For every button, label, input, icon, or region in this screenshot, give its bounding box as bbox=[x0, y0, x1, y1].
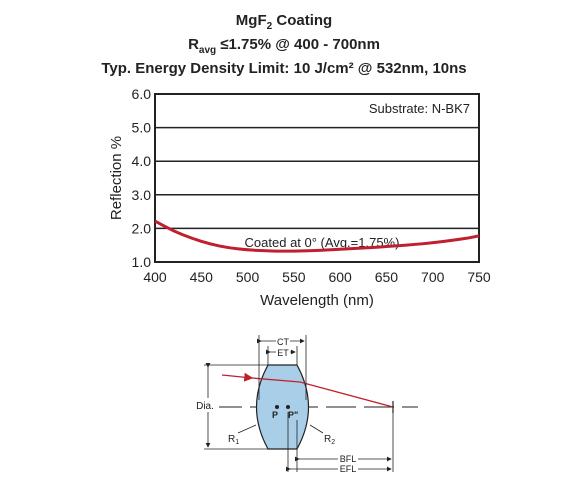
principal-point-p bbox=[275, 405, 279, 409]
et-label: ET bbox=[277, 348, 289, 358]
dia-label: Dia. bbox=[196, 401, 214, 412]
light-ray-through bbox=[251, 377, 301, 383]
light-ray-out bbox=[299, 381, 394, 408]
r2-label: R2 bbox=[324, 434, 335, 446]
x-tick-label: 700 bbox=[421, 269, 445, 285]
y-tick-label: 2.0 bbox=[132, 220, 152, 236]
x-tick-label: 400 bbox=[143, 269, 167, 285]
y-tick-labels: 6.0 5.0 4.0 3.0 2.0 1.0 bbox=[132, 86, 152, 270]
y-tick-label: 5.0 bbox=[132, 120, 152, 136]
y-axis-label: Reflection % bbox=[108, 136, 125, 220]
grid-layer bbox=[155, 126, 479, 230]
r1-label: R1 bbox=[228, 434, 239, 446]
curve-annotation: Coated at 0° (Avg.=1.75%) bbox=[245, 235, 400, 250]
ct-label: CT bbox=[277, 337, 289, 347]
chart-title-line-3: Typ. Energy Density Limit: 10 J/cm² @ 53… bbox=[101, 60, 467, 77]
x-tick-label: 750 bbox=[467, 269, 491, 285]
light-ray-in bbox=[221, 372, 254, 382]
bfl-label: BFL bbox=[340, 454, 357, 464]
et-label-bg bbox=[276, 347, 290, 358]
principal-point-p-prime bbox=[286, 405, 290, 409]
chart-title-line-2: Ravg ≤1.75% @ 400 - 700nm bbox=[188, 36, 380, 56]
x-axis-label: Wavelength (nm) bbox=[260, 292, 374, 309]
x-tick-label: 500 bbox=[236, 269, 260, 285]
efl-label: EFL bbox=[340, 464, 357, 474]
biconvex-lens bbox=[255, 364, 310, 450]
x-tick-label: 650 bbox=[375, 269, 399, 285]
plot-frame bbox=[154, 93, 480, 263]
r1-leader bbox=[237, 424, 257, 434]
ct-label-bg bbox=[276, 335, 290, 347]
x-tick-label: 600 bbox=[328, 269, 352, 285]
principal-point-p-prime-label: P" bbox=[288, 410, 298, 420]
substrate-label: Substrate: N-BK7 bbox=[369, 101, 470, 116]
y-tick-label: 3.0 bbox=[132, 187, 152, 203]
r2-leader bbox=[309, 424, 324, 434]
y-tick-label: 1.0 bbox=[132, 254, 152, 270]
bfl-label-bg bbox=[338, 452, 358, 464]
reflection-curve bbox=[154, 219, 480, 253]
x-tick-label: 450 bbox=[190, 269, 214, 285]
x-tick-label: 550 bbox=[282, 269, 306, 285]
principal-point-p-label: P bbox=[272, 410, 278, 420]
chart-title-line-1: MgF2 Coating bbox=[235, 12, 333, 32]
efl-label-bg bbox=[338, 462, 358, 474]
x-tick-labels: 400 450 500 550 600 650 700 750 bbox=[143, 269, 491, 285]
reflection-chart: 6.0 5.0 4.0 3.0 2.0 1.0 400 450 500 550 600 650 700… bbox=[108, 86, 491, 309]
y-tick-label: 6.0 bbox=[132, 86, 152, 102]
y-tick-label: 4.0 bbox=[132, 153, 152, 169]
dia-label-bg bbox=[191, 398, 219, 412]
